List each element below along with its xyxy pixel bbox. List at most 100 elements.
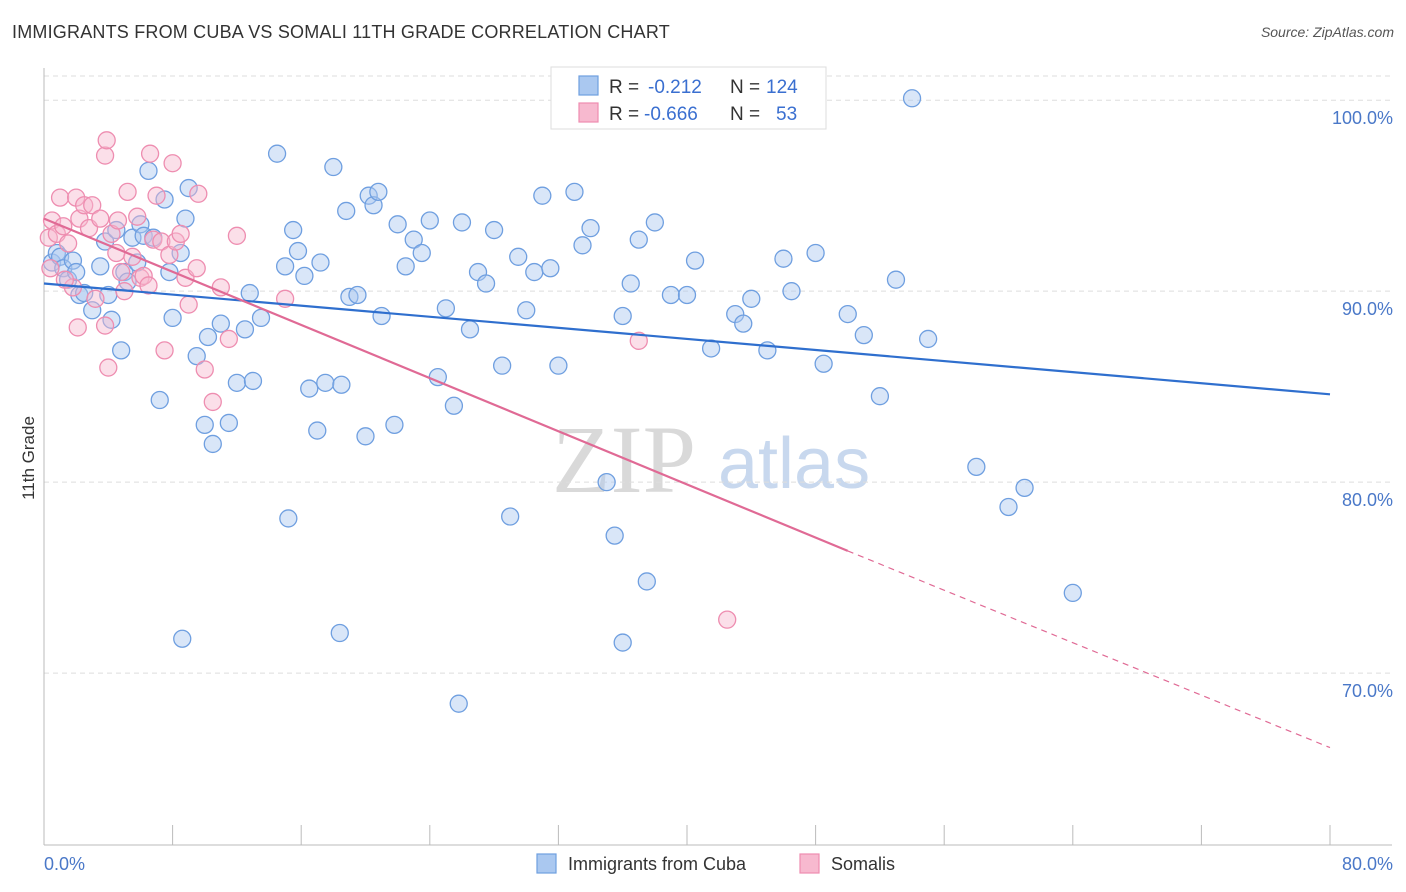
chart-title: IMMIGRANTS FROM CUBA VS SOMALI 11TH GRAD… bbox=[12, 22, 670, 42]
point-cuba bbox=[195, 415, 214, 435]
point-cuba bbox=[243, 371, 263, 391]
point-cuba bbox=[83, 301, 102, 320]
point-cuba bbox=[629, 230, 648, 249]
point-cuba bbox=[541, 259, 560, 278]
x-tick-label-min: 0.0% bbox=[44, 854, 85, 874]
point-somali bbox=[219, 329, 239, 349]
y-axis-label: 11th Grade bbox=[19, 416, 38, 500]
point-cuba bbox=[549, 356, 568, 375]
point-cuba bbox=[267, 144, 287, 163]
point-cuba bbox=[525, 262, 544, 282]
point-cuba bbox=[300, 379, 319, 398]
gridlines bbox=[44, 75, 1392, 674]
point-cuba bbox=[436, 299, 456, 318]
point-cuba bbox=[235, 320, 255, 339]
point-somali bbox=[203, 392, 222, 412]
point-cuba bbox=[311, 253, 330, 272]
point-cuba bbox=[476, 274, 496, 293]
point-cuba bbox=[279, 509, 298, 528]
point-somali bbox=[41, 259, 60, 278]
point-somali bbox=[152, 232, 171, 251]
point-cuba bbox=[412, 243, 431, 263]
legend-n-label: N = bbox=[730, 104, 760, 125]
point-cuba bbox=[173, 629, 192, 648]
point-cuba bbox=[517, 301, 536, 320]
legend-r-label: R = bbox=[609, 104, 639, 125]
point-somali bbox=[140, 144, 160, 163]
point-cuba bbox=[91, 257, 110, 276]
legend-r-label: R = bbox=[609, 77, 639, 98]
legend-r-value: -0.212 bbox=[648, 77, 702, 98]
legend-n-value: 124 bbox=[766, 77, 798, 98]
point-cuba bbox=[774, 249, 793, 268]
point-somali bbox=[718, 610, 737, 629]
point-cuba bbox=[999, 497, 1018, 517]
point-somali bbox=[108, 211, 128, 230]
bottom-legend: Immigrants from Cuba Somalis bbox=[536, 853, 895, 874]
point-cuba bbox=[288, 241, 308, 261]
point-cuba bbox=[240, 283, 259, 303]
point-somali bbox=[83, 196, 102, 215]
point-cuba bbox=[404, 230, 423, 249]
bottom-legend-swatch-somali bbox=[799, 853, 820, 874]
point-cuba bbox=[187, 346, 206, 366]
point-somali bbox=[86, 289, 105, 308]
watermark-atlas: atlas bbox=[718, 424, 870, 504]
y-tick-label: 70.0% bbox=[1342, 681, 1393, 701]
point-somali bbox=[95, 146, 115, 165]
point-cuba bbox=[918, 329, 938, 349]
point-cuba bbox=[1063, 583, 1082, 603]
point-cuba bbox=[1015, 478, 1034, 498]
point-cuba bbox=[211, 314, 230, 333]
point-cuba bbox=[203, 434, 222, 454]
point-cuba bbox=[198, 327, 218, 347]
point-cuba bbox=[139, 161, 158, 181]
legend-swatch-somali bbox=[578, 102, 599, 123]
point-cuba bbox=[176, 209, 195, 228]
point-somali bbox=[134, 266, 153, 286]
point-cuba bbox=[123, 228, 142, 247]
point-cuba bbox=[838, 304, 857, 324]
point-cuba bbox=[806, 243, 825, 263]
point-somali bbox=[187, 259, 206, 278]
point-somali bbox=[50, 188, 70, 207]
point-cuba bbox=[661, 285, 681, 305]
point-cuba bbox=[742, 289, 761, 308]
point-somali bbox=[139, 276, 158, 295]
point-cuba bbox=[501, 507, 520, 526]
bottom-legend-label-cuba: Immigrants from Cuba bbox=[568, 854, 747, 874]
point-somali bbox=[99, 358, 118, 377]
point-somali bbox=[189, 184, 208, 203]
point-cuba bbox=[75, 283, 94, 303]
trend-lines bbox=[43, 217, 1331, 749]
legend-n-label: N = bbox=[730, 77, 760, 98]
point-cuba bbox=[275, 257, 295, 276]
point-cuba bbox=[63, 251, 83, 270]
point-somali bbox=[147, 186, 166, 205]
point-cuba bbox=[870, 387, 890, 406]
point-cuba bbox=[388, 215, 407, 234]
point-cuba bbox=[150, 390, 169, 410]
point-cuba bbox=[484, 220, 504, 240]
point-somali bbox=[163, 154, 182, 173]
point-cuba bbox=[637, 572, 656, 591]
point-somali bbox=[227, 226, 247, 245]
point-somali bbox=[629, 331, 648, 350]
top-legend: R = -0.212 N = 124 R = -0.666 N = 53 bbox=[550, 66, 827, 130]
point-cuba bbox=[284, 220, 303, 240]
point-cuba bbox=[814, 354, 833, 373]
y-tick-label: 100.0% bbox=[1332, 108, 1393, 128]
point-cuba bbox=[330, 623, 349, 643]
point-cuba bbox=[356, 427, 375, 446]
point-cuba bbox=[533, 186, 552, 205]
point-somali bbox=[95, 316, 115, 335]
point-cuba bbox=[460, 320, 480, 339]
point-somali bbox=[112, 262, 131, 282]
point-cuba bbox=[565, 182, 584, 202]
point-somali bbox=[171, 224, 190, 244]
point-cuba bbox=[854, 325, 873, 345]
source-note: Source: ZipAtlas.com bbox=[1260, 24, 1394, 40]
point-cuba bbox=[492, 356, 512, 375]
point-somali bbox=[118, 182, 137, 202]
